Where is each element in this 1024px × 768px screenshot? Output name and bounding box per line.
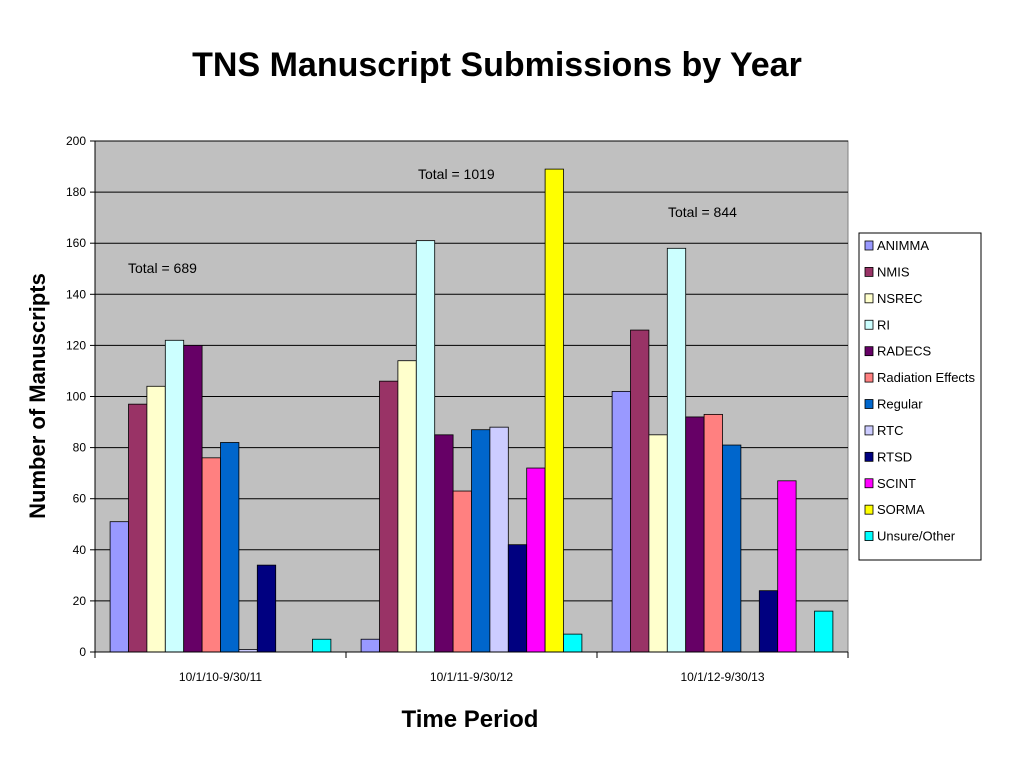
bar [722, 444, 742, 653]
bar [220, 442, 240, 653]
legend-label: Regular [877, 397, 923, 412]
chart-title: TNS Manuscript Submissions by Year [192, 46, 802, 84]
bar [630, 329, 650, 653]
bar [489, 426, 509, 653]
bar [777, 480, 797, 653]
legend-label: RTC [877, 423, 903, 438]
y-axis-ticks: 0 20 40 60 80 100 120 140 160 180 200 [66, 134, 95, 659]
y-tick-label: 120 [66, 338, 86, 352]
bar [379, 380, 399, 653]
x-tick-label: 10/1/11-9/30/12 [430, 670, 514, 684]
bar [563, 633, 583, 653]
legend-swatch [864, 267, 874, 277]
annotations: Total = 689 Total = 1019 Total = 844 [128, 166, 737, 276]
bar [685, 416, 705, 653]
legend-swatch [864, 240, 874, 251]
bar [415, 240, 436, 653]
bar [471, 429, 491, 653]
x-tick-label: 10/1/12-9/30/13 [680, 670, 764, 684]
bar [434, 434, 454, 653]
bar [164, 339, 185, 653]
bar [452, 490, 472, 653]
legend-swatch [864, 372, 874, 383]
legend-swatch [864, 478, 874, 489]
legend-label: RADECS [877, 344, 932, 359]
y-tick-label: 100 [66, 390, 86, 404]
legend-swatch [864, 451, 874, 462]
bar [109, 521, 129, 653]
annotation-total: Total = 689 [128, 260, 197, 276]
legend-swatch [864, 399, 874, 409]
legend-swatch [864, 425, 874, 436]
bar [758, 590, 779, 653]
y-tick-label: 200 [66, 134, 86, 148]
bar [814, 610, 834, 653]
bar [703, 413, 723, 653]
y-tick-label: 80 [73, 441, 87, 455]
bar [526, 467, 546, 653]
y-axis-label: Number of Manuscripts [25, 273, 50, 519]
legend-box [858, 232, 982, 561]
y-tick-label: 0 [79, 645, 86, 659]
legend-swatch [864, 346, 874, 357]
x-axis-label: Time Period [402, 706, 539, 733]
legend-label: ANIMMA [877, 238, 929, 253]
bar [648, 434, 668, 653]
legend: ANIMMA NMIS NSREC RI RADECS Radiation Effects… [858, 232, 982, 561]
legend-swatch [864, 531, 874, 541]
legend-label: RTSD [877, 449, 912, 464]
legend-label: SORMA [877, 502, 925, 517]
legend-label: NSREC [877, 291, 923, 306]
legend-label: SCINT [877, 476, 916, 491]
bar [507, 544, 528, 653]
y-tick-label: 140 [66, 287, 86, 301]
y-tick-label: 20 [73, 594, 87, 608]
bars [109, 168, 834, 653]
legend-label: NMIS [877, 264, 910, 279]
bar [666, 247, 687, 653]
bar [146, 385, 166, 653]
legend-swatch [864, 504, 874, 515]
y-tick-label: 40 [73, 543, 87, 557]
bar [544, 168, 564, 653]
y-tick-label: 160 [66, 236, 86, 250]
legend-label: RI [877, 317, 890, 332]
bar [256, 564, 277, 653]
bar [201, 457, 221, 653]
bar [312, 638, 332, 653]
x-axis-ticks: 10/1/10-9/30/11 10/1/11-9/30/12 10/1/12-9/… [94, 652, 849, 684]
bar [611, 390, 631, 653]
y-tick-label: 60 [73, 492, 87, 506]
bar [397, 360, 417, 653]
legend-label: Unsure/Other [877, 529, 956, 544]
bar [360, 638, 380, 653]
annotation-total: Total = 1019 [418, 166, 495, 182]
legend-label: Radiation Effects [877, 370, 976, 385]
annotation-total: Total = 844 [668, 204, 737, 220]
bar [128, 403, 148, 653]
legend-swatch [864, 319, 874, 330]
legend-swatch [864, 293, 874, 304]
x-tick-label: 10/1/10-9/30/11 [179, 670, 263, 684]
bar [183, 344, 203, 653]
y-tick-label: 180 [66, 185, 86, 199]
